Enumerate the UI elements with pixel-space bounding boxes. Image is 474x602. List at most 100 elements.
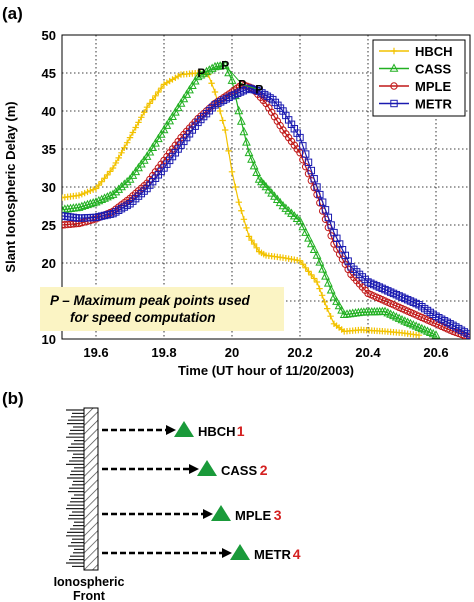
legend-swatch-marker xyxy=(389,63,399,72)
data-point xyxy=(242,137,251,146)
data-point xyxy=(327,221,335,229)
arrow-head-icon xyxy=(166,425,176,435)
data-point xyxy=(264,185,274,194)
data-point xyxy=(173,102,183,112)
x-tick-label: 19.8 xyxy=(151,345,176,360)
data-point xyxy=(248,237,255,244)
data-point xyxy=(146,100,154,107)
data-point xyxy=(332,296,341,305)
data-point xyxy=(84,188,91,196)
data-point xyxy=(97,194,107,203)
data-point xyxy=(431,330,441,339)
data-point xyxy=(190,76,200,85)
data-point xyxy=(312,250,322,259)
data-point xyxy=(92,185,100,192)
data-point xyxy=(165,116,175,125)
data-point xyxy=(295,216,305,225)
data-point xyxy=(235,199,242,206)
panel-a-label: (a) xyxy=(2,4,23,23)
station-metr: METR 4 xyxy=(102,544,301,562)
y-tick-label: 25 xyxy=(42,218,56,233)
data-point xyxy=(114,184,124,193)
station-number: 3 xyxy=(274,507,282,523)
station-name: MPLE xyxy=(235,508,271,523)
data-point xyxy=(102,192,112,201)
data-point xyxy=(327,313,334,320)
data-point xyxy=(207,63,217,72)
data-point xyxy=(157,85,165,92)
y-tick-label: 40 xyxy=(42,104,56,119)
data-point xyxy=(100,193,109,202)
data-point xyxy=(109,164,117,172)
peak-marker-label: P xyxy=(221,58,229,72)
data-point xyxy=(219,117,226,124)
plot-frame xyxy=(61,34,471,340)
data-point xyxy=(85,198,95,208)
data-point xyxy=(267,188,277,197)
data-point xyxy=(245,233,253,240)
legend-label: METR xyxy=(415,97,452,112)
data-point xyxy=(275,197,285,207)
data-point xyxy=(238,207,245,214)
data-point xyxy=(278,200,288,210)
data-point xyxy=(132,124,139,131)
data-point xyxy=(142,151,152,160)
front-label-line-1: Ionospheric xyxy=(54,575,125,589)
data-point xyxy=(106,168,114,175)
data-point xyxy=(301,227,311,236)
legend-label: MPLE xyxy=(415,79,451,94)
series-metr xyxy=(62,84,470,339)
data-point xyxy=(252,167,262,177)
x-axis-ticks: 19.6 19.8 20 20.2 20.4 20.6 xyxy=(83,345,448,360)
y-tick-label: 45 xyxy=(42,66,56,81)
data-point xyxy=(247,85,256,93)
panel-b-label: (b) xyxy=(2,389,24,408)
data-point xyxy=(62,221,66,229)
data-point xyxy=(323,278,333,287)
peak-marker-label: P xyxy=(197,66,205,80)
data-point xyxy=(272,194,282,203)
station-number: 1 xyxy=(237,423,245,439)
arrow-head-icon xyxy=(203,509,213,519)
data-point xyxy=(247,154,256,163)
data-point xyxy=(75,192,83,199)
legend-swatch-marker xyxy=(390,99,398,108)
data-point xyxy=(321,298,328,306)
legend-entry-mple: MPLE xyxy=(379,79,451,94)
data-point xyxy=(62,221,69,229)
data-point xyxy=(140,109,148,116)
data-point xyxy=(316,285,323,292)
data-point xyxy=(318,198,327,206)
data-point xyxy=(208,80,215,87)
data-point xyxy=(302,264,309,272)
data-point xyxy=(315,257,325,266)
station-triangle-icon xyxy=(197,460,217,476)
data-point xyxy=(112,159,120,167)
data-point xyxy=(298,221,308,231)
arrow-head-icon xyxy=(189,464,199,474)
data-point xyxy=(252,86,261,95)
data-point xyxy=(296,149,304,157)
legend-swatch-marker xyxy=(390,82,398,90)
data-point xyxy=(326,285,336,294)
data-point xyxy=(176,98,186,107)
data-point xyxy=(83,199,92,209)
data-point xyxy=(337,305,347,314)
legend-entry-cass: CASS xyxy=(379,62,451,77)
data-point xyxy=(324,305,331,312)
data-point xyxy=(129,129,137,136)
series-hbch xyxy=(62,69,423,339)
data-point xyxy=(74,202,84,211)
data-point xyxy=(305,268,312,275)
data-point xyxy=(334,300,344,310)
ionospheric-front-bar xyxy=(83,407,99,571)
x-tick-label: 19.6 xyxy=(83,345,108,360)
legend-entry-metr: METR xyxy=(379,97,452,112)
data-point xyxy=(118,149,125,156)
data-point xyxy=(101,175,108,182)
data-point xyxy=(318,264,328,273)
station-triangle-icon xyxy=(174,421,194,437)
data-point xyxy=(299,142,307,150)
data-point xyxy=(220,60,230,69)
